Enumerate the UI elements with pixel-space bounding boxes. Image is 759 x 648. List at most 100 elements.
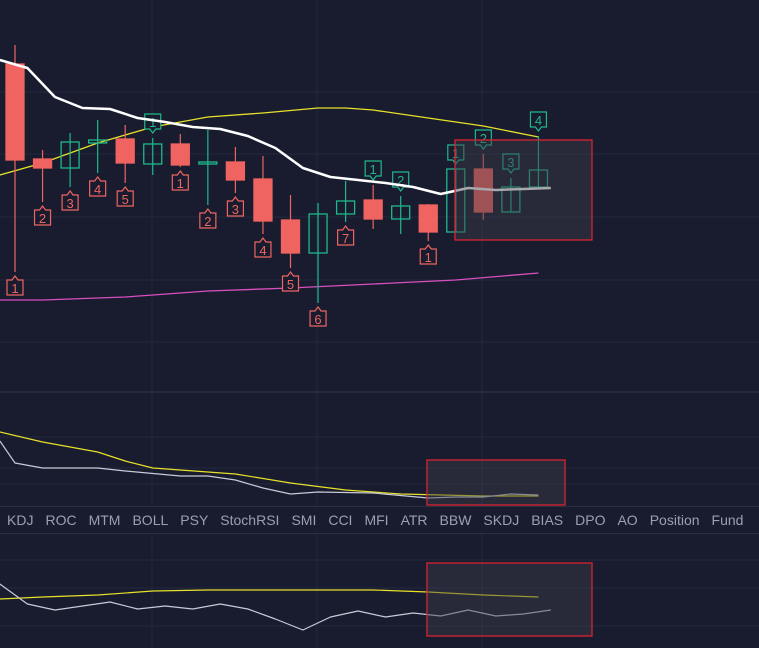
- marker-label: 4: [259, 243, 266, 258]
- tab-mfi[interactable]: MFI: [364, 512, 389, 528]
- candle-body: [501, 186, 521, 213]
- signal-marker: 2: [33, 205, 52, 226]
- candle-body: [308, 213, 328, 254]
- candle-body: [170, 143, 190, 166]
- candle: [115, 125, 135, 183]
- osc2-main-line: [0, 583, 551, 631]
- candle: [418, 204, 438, 241]
- signal-marker: 3: [502, 153, 520, 174]
- osc1-main-line: [0, 440, 539, 499]
- candle: [225, 147, 246, 193]
- tab-bbw[interactable]: BBW: [439, 512, 472, 528]
- marker-box: [61, 190, 79, 211]
- candle: [446, 168, 466, 233]
- candle-body: [335, 200, 356, 215]
- highlight-box: [426, 459, 566, 506]
- signal-marker: 4: [529, 111, 548, 132]
- highlight-box: [426, 562, 593, 637]
- signal-marker: 7: [337, 225, 355, 246]
- highlight-box: [454, 139, 593, 241]
- marker-label: 2: [397, 173, 404, 188]
- signal-marker: 2: [199, 208, 217, 229]
- marker-label: 5: [287, 277, 294, 292]
- tab-stochrsi[interactable]: StochRSI: [220, 512, 280, 528]
- marker-label: 1: [370, 162, 377, 177]
- candle-body: [115, 138, 135, 164]
- candle-body: [225, 161, 246, 181]
- marker-label: 1: [177, 176, 184, 191]
- tab-dpo[interactable]: DPO: [575, 512, 606, 528]
- signal-marker: 6: [309, 306, 327, 327]
- tab-mtm[interactable]: MTM: [88, 512, 121, 528]
- candle: [335, 181, 356, 222]
- marker-box: [171, 170, 189, 191]
- tab-ao[interactable]: AO: [617, 512, 638, 528]
- osc1-signal-line: [0, 431, 539, 497]
- candle: [280, 195, 301, 268]
- signal-marker: 1: [447, 144, 465, 165]
- upper-band-line: [0, 107, 539, 176]
- marker-label: 2: [480, 131, 487, 146]
- tab-fund[interactable]: Fund: [711, 512, 744, 528]
- candle: [60, 133, 80, 187]
- signal-marker: 1: [419, 244, 437, 265]
- marker-label: 1: [452, 146, 459, 161]
- tab-position[interactable]: Position: [649, 512, 700, 528]
- candle-body: [446, 168, 466, 233]
- candle: [198, 130, 218, 205]
- candle: [363, 185, 383, 229]
- tab-bias[interactable]: BIAS: [531, 512, 564, 528]
- marker-label: 4: [535, 113, 542, 128]
- candle: [391, 196, 411, 234]
- candle-body: [418, 204, 438, 233]
- signal-marker: 5: [116, 186, 134, 207]
- marker-box: [254, 237, 272, 258]
- marker-box: [281, 271, 300, 292]
- marker-box: [116, 186, 134, 207]
- marker-box: [6, 275, 24, 296]
- candle: [308, 203, 328, 303]
- marker-box: [364, 160, 382, 181]
- tab-atr[interactable]: ATR: [400, 512, 428, 528]
- candle-body: [253, 178, 273, 222]
- marker-label: 3: [66, 196, 73, 211]
- candle: [32, 150, 53, 202]
- signal-marker: 2: [392, 171, 410, 192]
- candle-body: [280, 219, 301, 254]
- tab-kdj[interactable]: KDJ: [7, 512, 34, 528]
- candle-body: [143, 143, 163, 165]
- tab-smi[interactable]: SMI: [291, 512, 317, 528]
- marker-box: [89, 176, 107, 197]
- candle: [88, 120, 108, 173]
- tab-cci[interactable]: CCI: [328, 512, 353, 528]
- tab-skdj[interactable]: SKDJ: [483, 512, 520, 528]
- candle: [5, 45, 25, 272]
- candle: [473, 154, 494, 220]
- marker-box: [529, 111, 548, 132]
- tab-roc[interactable]: ROC: [45, 512, 77, 528]
- marker-box: [199, 208, 217, 229]
- candle-body: [32, 158, 53, 169]
- marker-box: [502, 153, 520, 174]
- candle: [253, 156, 273, 234]
- marker-box: [447, 144, 465, 165]
- candle-body: [60, 141, 80, 169]
- tab-psy[interactable]: PSY: [180, 512, 209, 528]
- candle-body: [391, 205, 411, 220]
- marker-label: 5: [122, 192, 129, 207]
- marker-label: 4: [94, 182, 101, 197]
- lower-band-line: [0, 272, 539, 301]
- marker-label: 2: [39, 211, 46, 226]
- tab-boll[interactable]: BOLL: [132, 512, 169, 528]
- marker-box: [337, 225, 355, 246]
- marker-label: 1: [149, 115, 156, 130]
- signal-marker: 1: [171, 170, 189, 191]
- candle: [501, 178, 521, 213]
- candle: [170, 134, 190, 167]
- candle-body: [88, 139, 108, 144]
- signal-marker: 1: [6, 275, 24, 296]
- osc2-signal-line: [0, 589, 539, 600]
- moving-average-line: [0, 58, 551, 196]
- marker-label: 1: [11, 281, 18, 296]
